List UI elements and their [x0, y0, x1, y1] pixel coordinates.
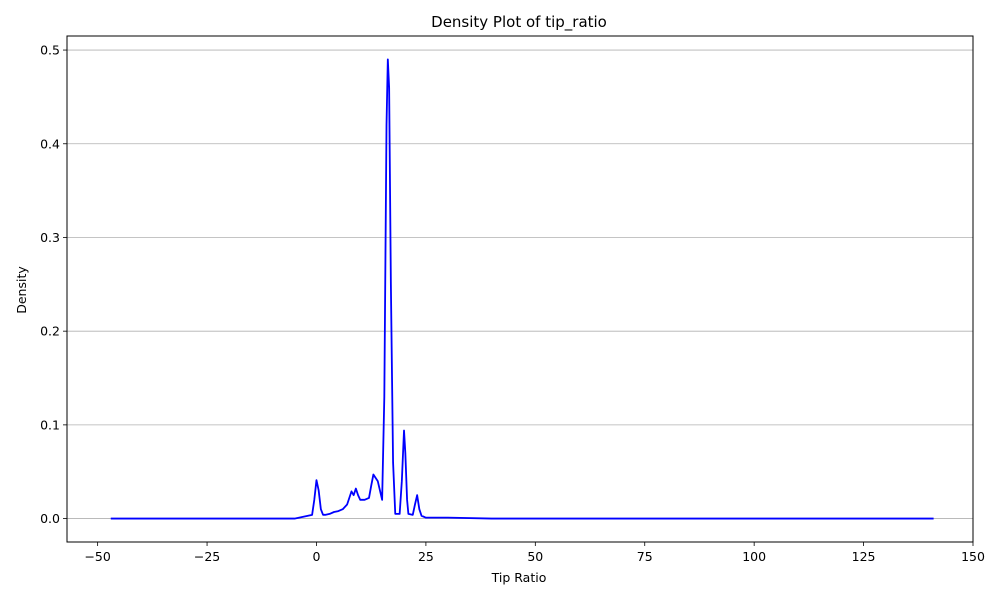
y-tick-label: 0.2	[40, 324, 60, 339]
x-tick-label: 50	[527, 549, 543, 564]
x-tick-label: −25	[194, 549, 220, 564]
x-tick-label: 0	[313, 549, 321, 564]
y-tick-label: 0.3	[40, 230, 60, 245]
series-layer	[110, 58, 934, 520]
x-axis-ticks: −50 −25 0 25 50 75 100 125 150	[84, 542, 985, 564]
x-tick-label: 150	[961, 549, 985, 564]
y-axis-label: Density	[14, 266, 29, 314]
y-tick-label: 0.0	[40, 511, 60, 526]
density-line	[110, 58, 934, 520]
chart-title: Density Plot of tip_ratio	[431, 13, 607, 32]
y-tick-label: 0.4	[40, 136, 60, 151]
plot-frame	[66, 35, 974, 543]
x-axis-label: Tip Ratio	[491, 570, 547, 585]
x-tick-label: 75	[637, 549, 653, 564]
y-tick-label: 0.5	[40, 43, 60, 58]
x-tick-label: −50	[84, 549, 110, 564]
y-tick-label: 0.1	[40, 417, 60, 432]
x-tick-label: 100	[742, 549, 766, 564]
y-axis-ticks: 0.0 0.1 0.2 0.3 0.4 0.5	[40, 43, 67, 526]
x-tick-label: 125	[852, 549, 876, 564]
x-tick-label: 25	[418, 549, 434, 564]
